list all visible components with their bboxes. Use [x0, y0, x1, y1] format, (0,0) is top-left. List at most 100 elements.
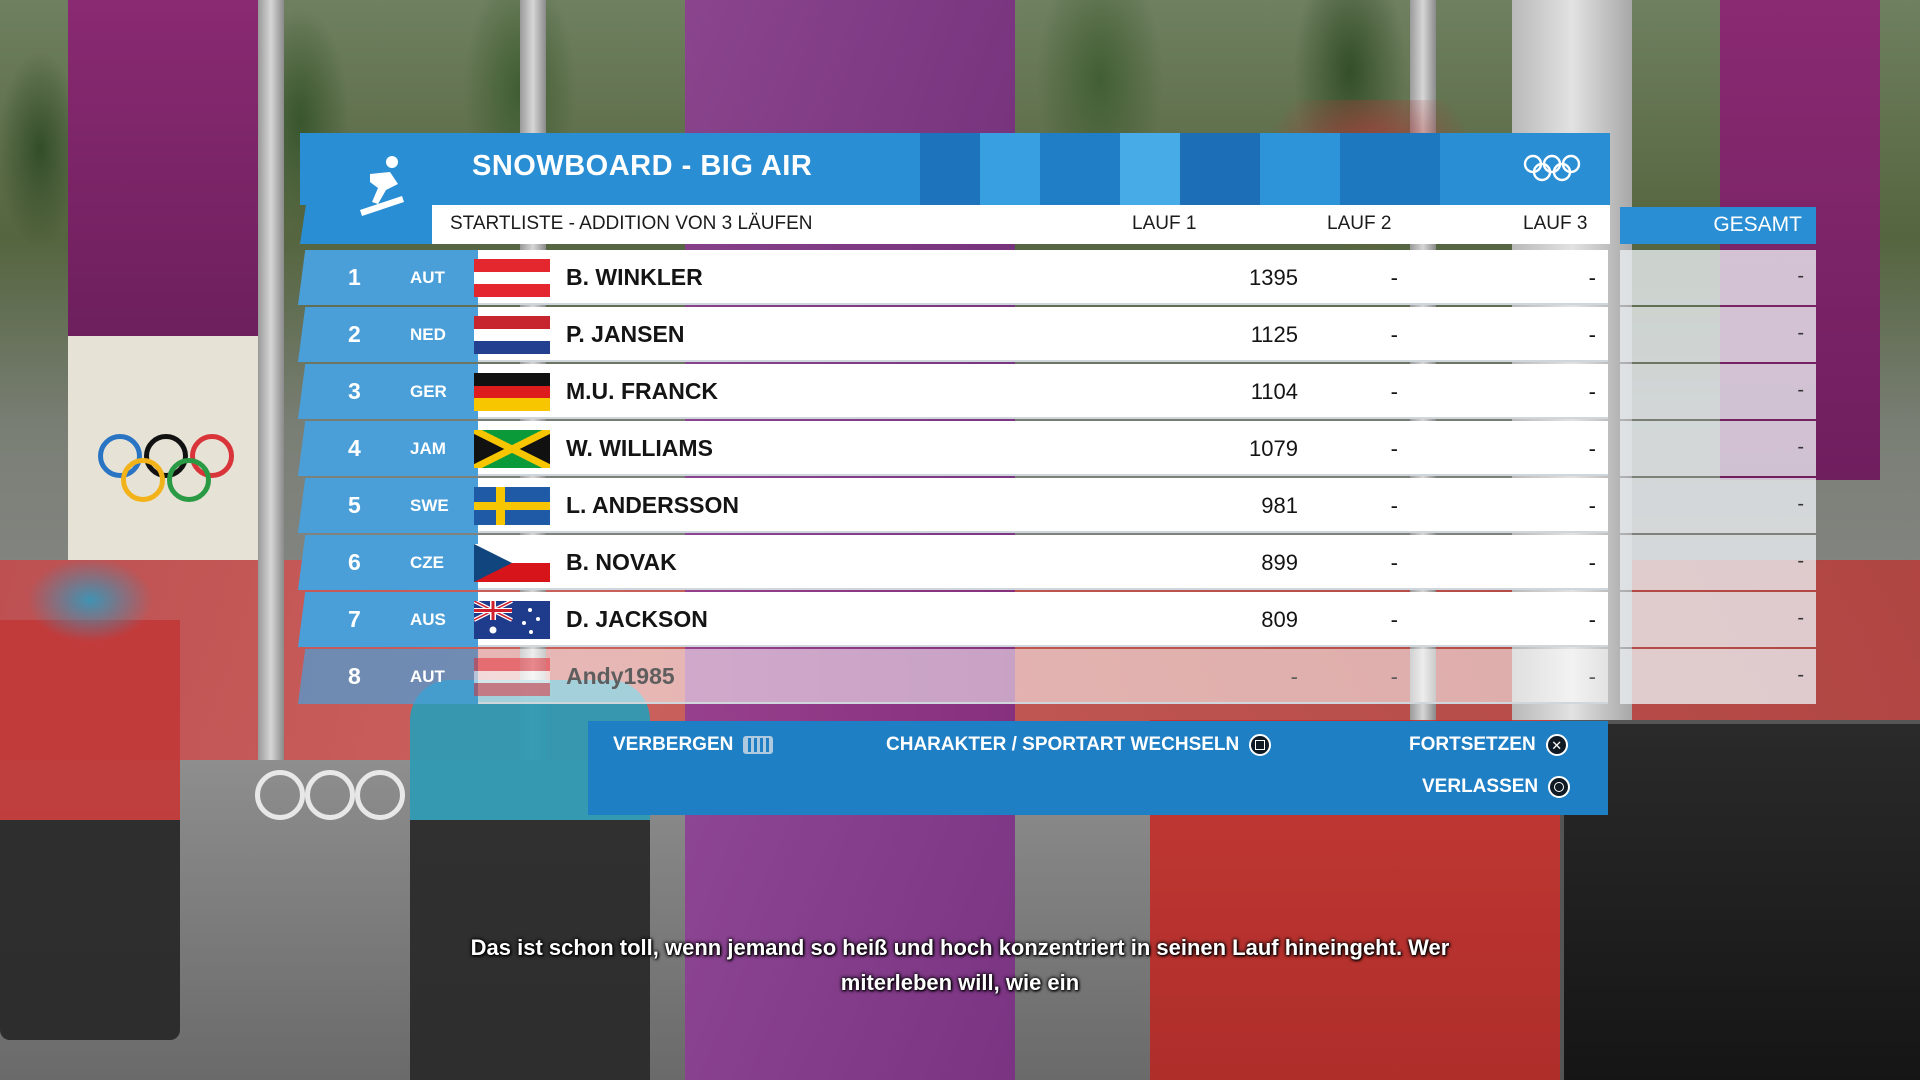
lauf2-score: -: [1390, 664, 1398, 689]
column-lauf2: LAUF 2: [1327, 213, 1392, 234]
rank: 7: [348, 606, 361, 632]
rank: 5: [348, 492, 361, 518]
jamaica-flag: [474, 430, 550, 468]
table-row: 3 GER M.U. FRANCK 1104 - - -: [298, 364, 1818, 419]
gesamt-score: -: [1797, 379, 1804, 401]
commentary-subtitle: Das ist schon toll, wenn jemand so heiß …: [0, 930, 1920, 1000]
lauf3-score: -: [1588, 379, 1596, 404]
lauf1-score: 1104: [1250, 379, 1298, 404]
column-lauf1: LAUF 1: [1132, 213, 1197, 234]
subtitle-line-2: miterleben will, wie ein: [840, 970, 1080, 995]
lauf3-score: -: [1588, 664, 1596, 689]
keyboard-icon: [743, 736, 774, 754]
lauf3-score: -: [1588, 436, 1596, 461]
rank: 3: [348, 378, 361, 404]
nation-code: JAM: [410, 439, 446, 458]
cross-button-icon: ✕: [1545, 734, 1568, 756]
athlete-name: Andy1985: [566, 663, 675, 689]
column-lauf3: LAUF 3: [1523, 213, 1588, 234]
lauf3-score: -: [1588, 322, 1596, 347]
event-header: [300, 133, 1610, 205]
gesamt-score: -: [1797, 493, 1804, 515]
lauf1-score: 981: [1261, 493, 1298, 518]
olympic-rings-icon: [1523, 154, 1581, 182]
table-row: 1 AUT B. WINKLER 1395 - - -: [298, 250, 1818, 305]
austria-flag: [474, 658, 550, 696]
sweden-flag: [474, 487, 550, 525]
action-bar: VERBERGEN CHARAKTER / SPORTART WECHSELN …: [588, 721, 1608, 815]
lauf1-score: 1395: [1249, 265, 1298, 290]
switch-character-button[interactable]: CHARAKTER / SPORTART WECHSELN: [886, 734, 1272, 756]
lauf1-score: 899: [1261, 550, 1298, 575]
leave-label: VERLASSEN: [1422, 776, 1539, 797]
subtitle-line-1: Das ist schon toll, wenn jemand so heiß …: [470, 935, 1450, 960]
lauf2-score: -: [1390, 493, 1398, 518]
lauf1-score: -: [1290, 664, 1298, 689]
lauf3-score: -: [1588, 550, 1596, 575]
table-row: 4 JAM W. WILLIAMS 1079 - - -: [298, 421, 1818, 476]
rank: 2: [348, 321, 361, 347]
austria-flag: [474, 259, 550, 297]
lauf3-score: -: [1588, 265, 1596, 290]
lauf2-score: -: [1390, 436, 1398, 461]
gesamt-score: -: [1797, 436, 1804, 458]
table-row: 5 SWE L. ANDERSSON 981 - - -: [298, 478, 1818, 533]
athlete-name: M.U. FRANCK: [566, 378, 719, 404]
table-row: 2 NED P. JANSEN 1125 - - -: [298, 307, 1818, 362]
lauf1-score: 1125: [1250, 322, 1298, 347]
gesamt-score: -: [1797, 265, 1804, 287]
column-gesamt: GESAMT: [1620, 207, 1816, 244]
athlete-name: P. JANSEN: [566, 321, 685, 347]
event-title: SNOWBOARD - BIG AIR: [472, 150, 813, 182]
athlete-name: B. WINKLER: [566, 264, 703, 290]
olympic-rings-decal: [98, 434, 238, 514]
lauf1-score: 1079: [1249, 436, 1298, 461]
rank: 1: [348, 264, 361, 290]
nation-code: GER: [410, 382, 447, 401]
column-gesamt-label: GESAMT: [1713, 213, 1802, 236]
circle-button-icon: [1548, 776, 1571, 798]
rank: 8: [348, 663, 361, 689]
germany-flag: [474, 373, 550, 411]
gesamt-score: -: [1797, 322, 1804, 344]
continue-button[interactable]: FORTSETZEN ✕: [1409, 734, 1568, 756]
nation-code: CZE: [410, 553, 444, 572]
lauf2-score: -: [1390, 322, 1398, 347]
lauf3-score: -: [1588, 493, 1596, 518]
rank: 6: [348, 549, 361, 575]
olympic-rings-floor-decal: [255, 770, 405, 860]
athlete-name: W. WILLIAMS: [566, 435, 713, 461]
athlete-name: B. NOVAK: [566, 549, 677, 575]
lauf2-score: -: [1390, 379, 1398, 404]
hide-label: VERBERGEN: [613, 734, 734, 755]
gesamt-score: -: [1797, 664, 1804, 686]
australia-flag: [474, 601, 550, 639]
lauf2-score: -: [1390, 265, 1398, 290]
table-header: STARTLISTE - ADDITION VON 3 LÄUFEN LAUF …: [432, 205, 1610, 244]
leave-button[interactable]: VERLASSEN: [1422, 776, 1571, 798]
snowboard-icon: [360, 156, 404, 216]
nation-code: AUS: [410, 610, 446, 629]
table-row: 7 AUS D. JACKSON 809 - - -: [298, 592, 1818, 647]
square-button-icon: [1249, 734, 1272, 756]
hide-button[interactable]: VERBERGEN: [613, 734, 774, 756]
nation-code: AUT: [410, 268, 445, 287]
lauf2-score: -: [1390, 607, 1398, 632]
nation-code: SWE: [410, 496, 449, 515]
czechia-flag: [474, 544, 550, 582]
nation-code: NED: [410, 325, 446, 344]
rank: 4: [348, 435, 361, 461]
lauf2-score: -: [1390, 550, 1398, 575]
continue-label: FORTSETZEN: [1409, 734, 1536, 755]
gesamt-score: -: [1797, 607, 1804, 629]
netherlands-flag: [474, 316, 550, 354]
athlete-name: D. JACKSON: [566, 606, 708, 632]
switch-label: CHARAKTER / SPORTART WECHSELN: [886, 734, 1240, 755]
cameraman-figure: [0, 560, 180, 1040]
athlete-name: L. ANDERSSON: [566, 492, 739, 518]
sport-icon-box: [300, 133, 440, 244]
nation-code: AUT: [410, 667, 445, 686]
lauf3-score: -: [1588, 607, 1596, 632]
lauf1-score: 809: [1261, 607, 1298, 632]
table-row-player: 8 AUT Andy1985 - - - -: [298, 649, 1818, 704]
